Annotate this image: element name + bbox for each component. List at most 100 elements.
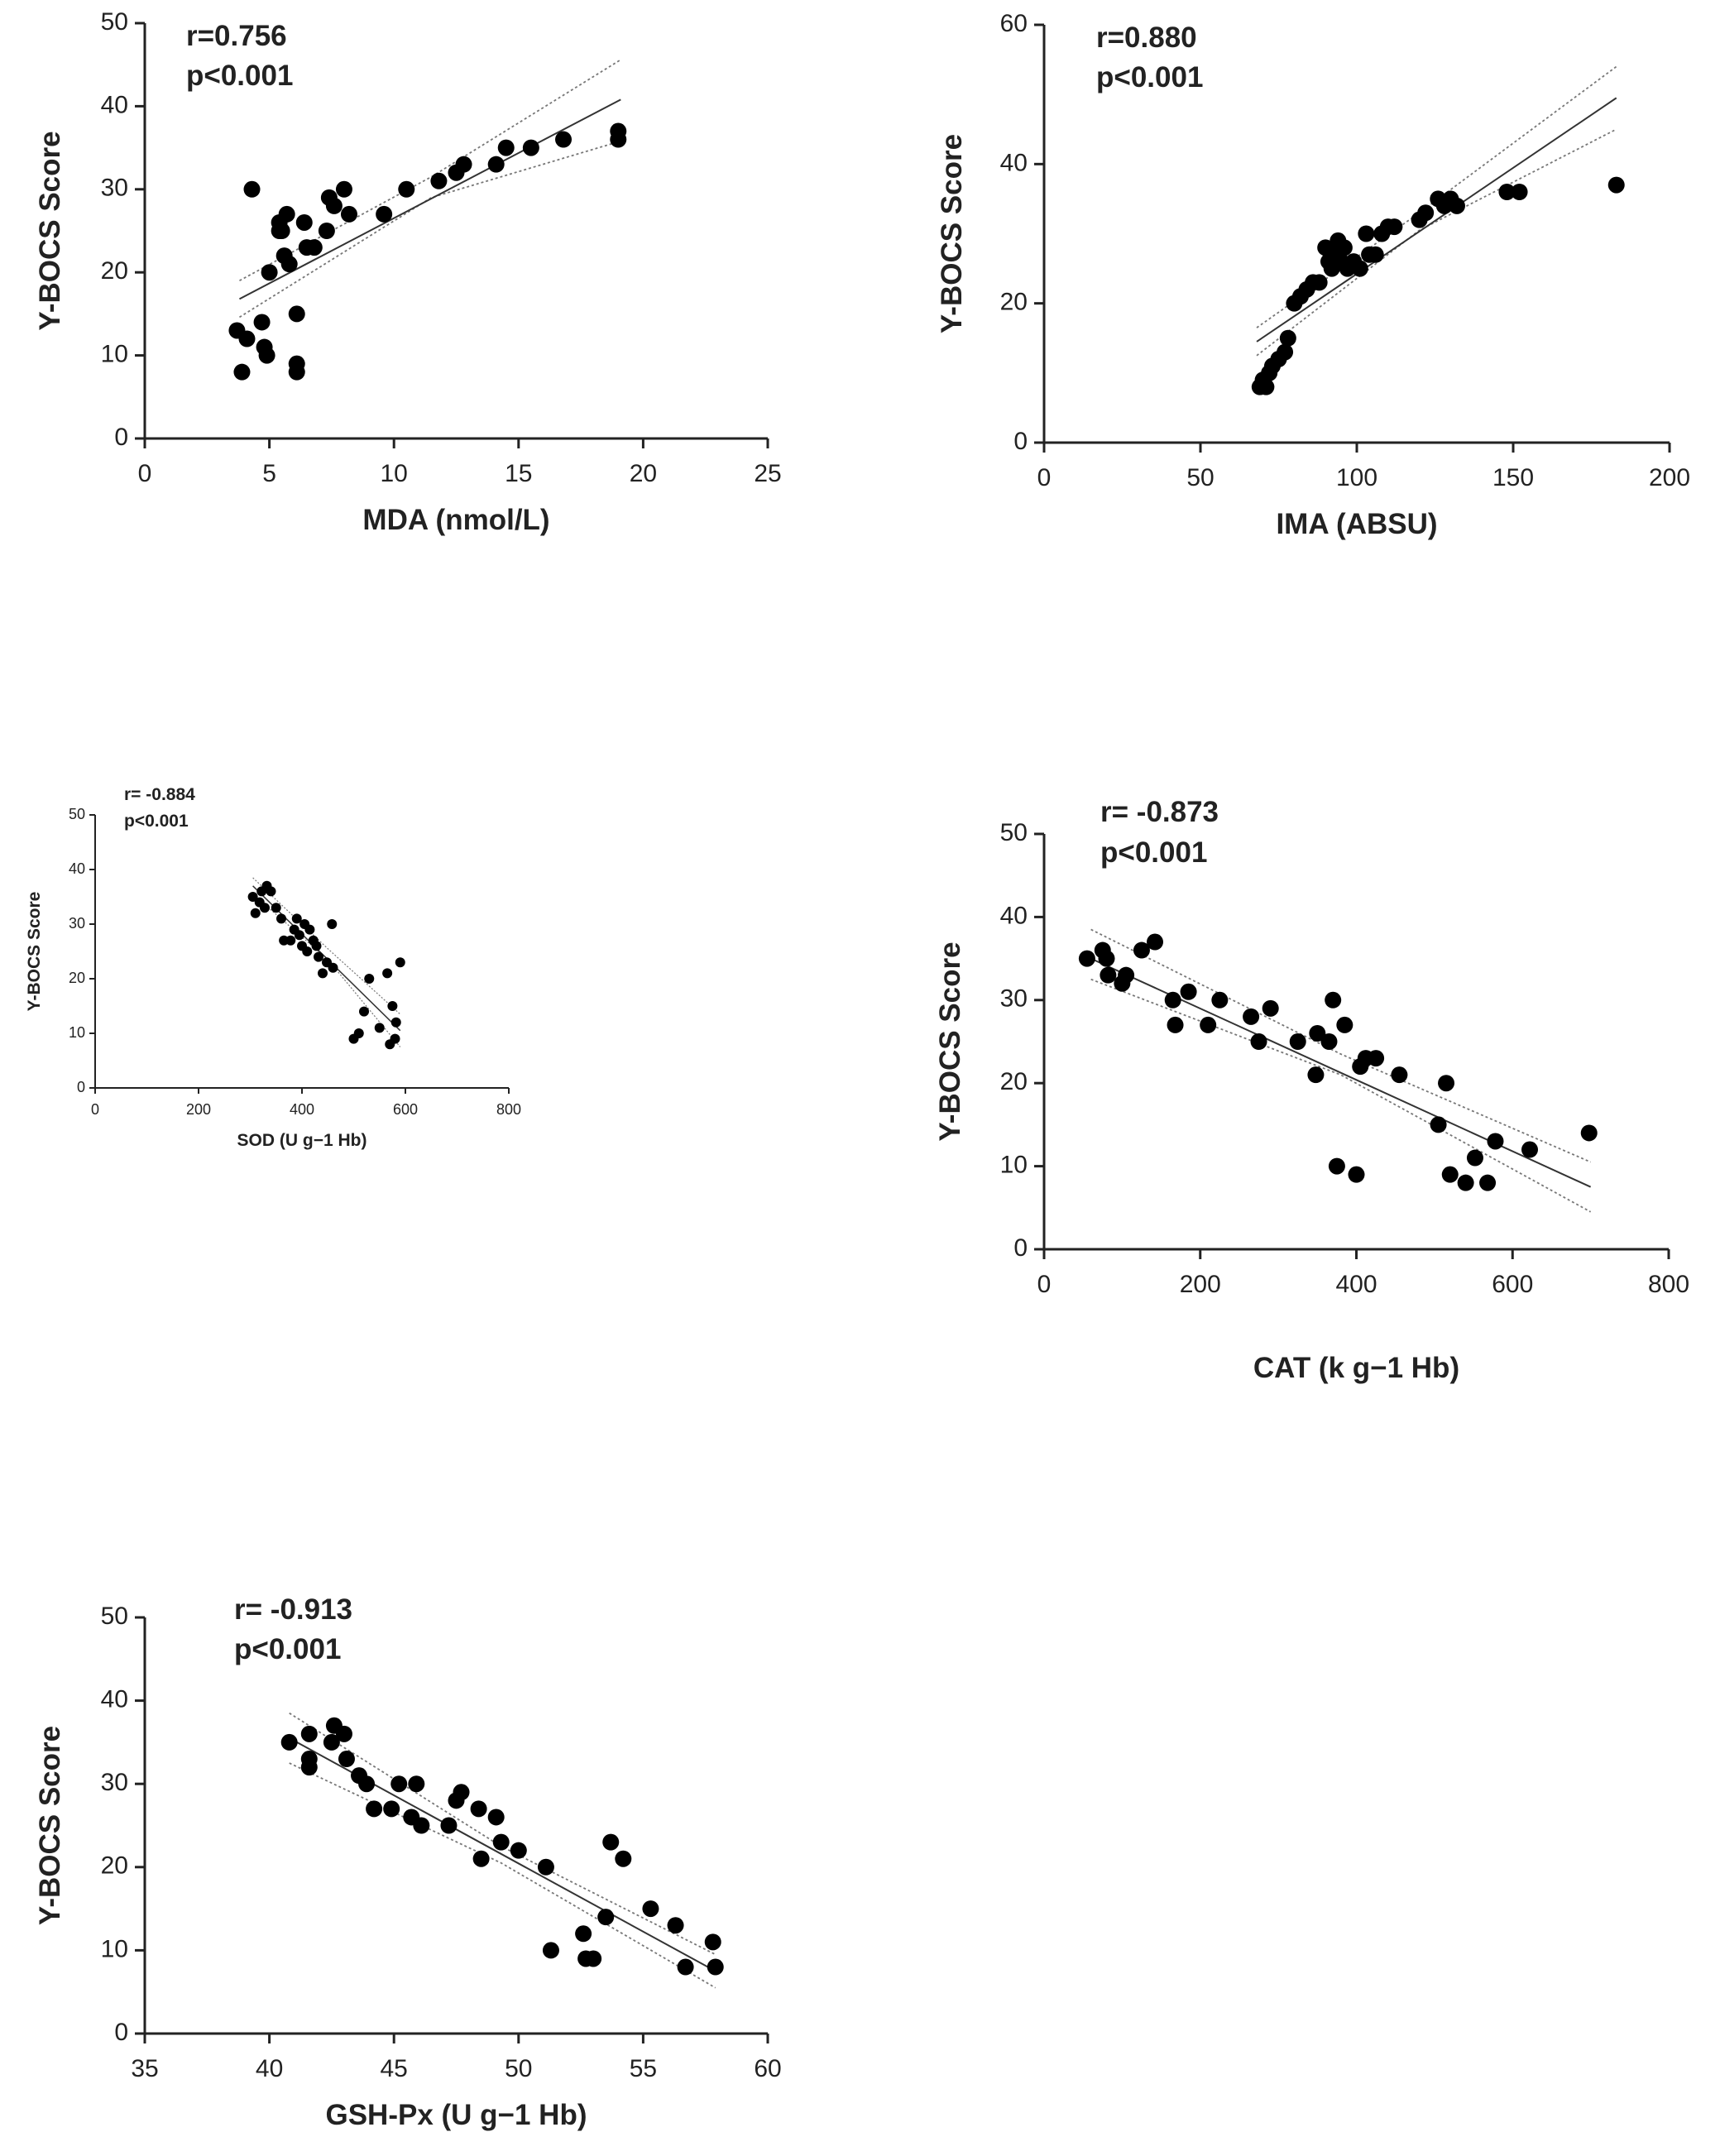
- data-point: [374, 1023, 385, 1033]
- y-tick-label: 60: [1000, 10, 1028, 37]
- data-point: [327, 919, 338, 929]
- data-point: [1417, 204, 1435, 222]
- x-axis-label: MDA (nmol/L): [362, 504, 549, 536]
- data-point: [300, 1759, 318, 1776]
- y-tick-label: 20: [69, 970, 85, 986]
- x-tick-label: 0: [91, 1101, 99, 1118]
- data-point: [280, 256, 298, 273]
- y-tick-label: 10: [101, 341, 128, 368]
- regression-line: [1256, 97, 1617, 343]
- data-point: [1200, 1016, 1217, 1033]
- data-point: [247, 892, 258, 902]
- y-tick-label: 10: [101, 1935, 128, 1962]
- data-point: [704, 1933, 721, 1951]
- data-point: [1279, 329, 1296, 347]
- x-tick-label: 200: [1649, 464, 1690, 491]
- data-point: [1386, 218, 1403, 236]
- data-point: [575, 1925, 592, 1943]
- data-point: [1336, 1016, 1353, 1033]
- data-point: [335, 1725, 352, 1742]
- x-tick-label: 150: [1492, 464, 1534, 491]
- x-axis-label: CAT (k g−1 Hb): [1253, 1352, 1459, 1384]
- correlation-r-label: r= -0.873: [1100, 796, 1219, 828]
- data-point: [1211, 991, 1229, 1009]
- data-point: [1167, 1016, 1184, 1033]
- data-point: [260, 903, 270, 913]
- x-tick-label: 400: [290, 1101, 314, 1118]
- data-point: [390, 1017, 401, 1028]
- chart-ima: 0 50 100 150 200 0 20 40 60 IMA (ABSU) Y-BOCS Scor…: [936, 10, 1690, 540]
- y-tick-label: 0: [77, 1079, 85, 1095]
- data-point: [1277, 343, 1294, 361]
- data-point: [470, 1800, 487, 1818]
- data-point: [398, 180, 415, 198]
- data-point: [325, 197, 343, 214]
- y-tick-label: 0: [1013, 428, 1028, 455]
- data-point: [323, 1733, 340, 1751]
- data-point: [288, 363, 305, 381]
- y-axis-label: Y-BOCS Score: [34, 1726, 66, 1925]
- p-value-label: p<0.001: [1096, 61, 1203, 93]
- data-point: [395, 957, 405, 968]
- data-point: [311, 941, 322, 951]
- data-point: [510, 1842, 527, 1859]
- p-value-label: p<0.001: [234, 1633, 341, 1665]
- data-point: [677, 1958, 694, 1976]
- data-point: [1310, 274, 1328, 291]
- data-point: [667, 1917, 684, 1934]
- data-point: [390, 1033, 400, 1044]
- x-tick-label: 10: [381, 460, 408, 487]
- data-point: [408, 1775, 425, 1793]
- data-point: [1258, 378, 1275, 395]
- chart-gsh: 35 40 45 50 55 60 0 10 20 30 40 50 GSH-Px (U g−1 Hb)…: [34, 1593, 782, 2131]
- ci-lower-line: [238, 140, 621, 319]
- data-point: [302, 946, 313, 956]
- x-tick-label: 200: [1180, 1271, 1221, 1298]
- data-point: [413, 1817, 430, 1834]
- data-point: [266, 886, 276, 897]
- data-point: [338, 1751, 355, 1768]
- ci-lower-line: [1256, 128, 1617, 357]
- data-point: [440, 1817, 458, 1834]
- x-tick-label: 15: [505, 460, 532, 487]
- y-tick-label: 0: [114, 2019, 128, 2046]
- y-tick-label: 10: [69, 1024, 85, 1041]
- correlation-r-label: r= -0.913: [234, 1593, 352, 1626]
- regression-line: [238, 98, 621, 300]
- data-point: [1250, 1033, 1267, 1050]
- x-axis-label: SOD (U g−1 Hb): [237, 1131, 367, 1150]
- y-axis-label: Y-BOCS Score: [34, 131, 66, 330]
- data-point: [1358, 225, 1375, 242]
- x-axis-label: GSH-Px (U g−1 Hb): [325, 2099, 587, 2131]
- ci-upper-line: [252, 877, 401, 1015]
- data-point: [1100, 966, 1117, 984]
- data-point: [1479, 1174, 1497, 1191]
- data-point: [233, 363, 251, 381]
- correlation-r-label: r=0.756: [186, 20, 287, 52]
- data-point: [707, 1958, 724, 1976]
- x-tick-label: 35: [131, 2055, 158, 2082]
- y-tick-label: 30: [1000, 985, 1028, 1013]
- y-axis-label: Y-BOCS Score: [936, 134, 968, 333]
- data-point: [294, 930, 304, 941]
- x-tick-label: 5: [262, 460, 276, 487]
- y-tick-label: 50: [1000, 819, 1028, 846]
- data-point: [597, 1909, 615, 1926]
- data-point: [497, 139, 515, 156]
- data-point: [328, 962, 338, 973]
- ci-lower-line: [289, 1762, 716, 1989]
- data-point: [258, 347, 275, 364]
- y-axis-label: Y-BOCS Score: [934, 941, 966, 1141]
- data-point: [487, 156, 505, 173]
- data-point: [291, 913, 302, 924]
- y-tick-label: 50: [101, 8, 128, 36]
- x-tick-label: 25: [754, 460, 781, 487]
- x-tick-label: 50: [505, 2055, 532, 2082]
- data-point: [537, 1858, 554, 1876]
- data-point: [1262, 999, 1279, 1017]
- data-point: [273, 223, 290, 239]
- y-axis-label: Y-BOCS Score: [25, 892, 44, 1012]
- data-point: [1325, 991, 1342, 1009]
- data-point: [1368, 1050, 1385, 1067]
